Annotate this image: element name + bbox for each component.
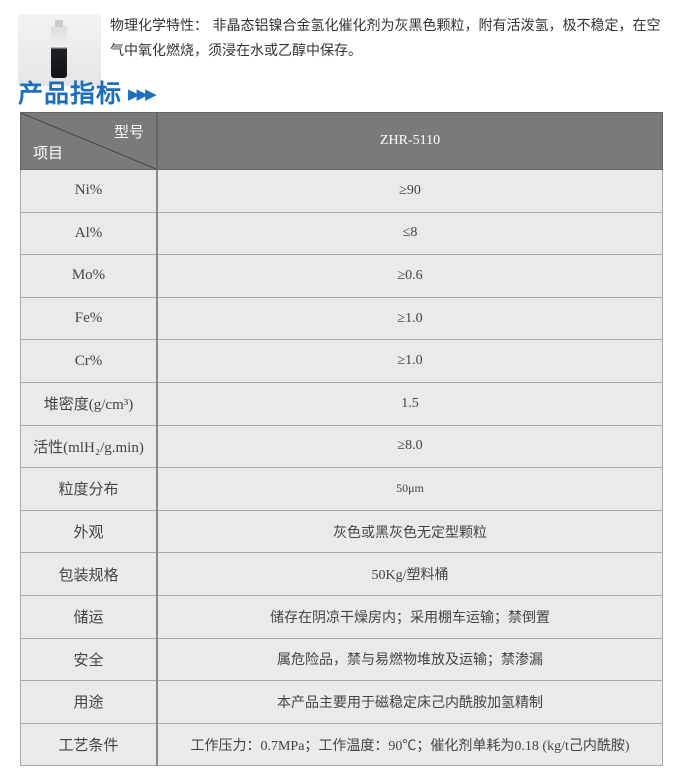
item-cell: 包装规格 <box>20 552 158 596</box>
item-cell: 外观 <box>20 509 158 554</box>
item-cell: Al% <box>20 211 158 256</box>
table-row: Cr% ≥1.0 <box>20 339 663 383</box>
item-cell: Fe% <box>20 296 158 341</box>
item-cell: 储运 <box>20 594 158 639</box>
item-cell: 粒度分布 <box>20 467 158 511</box>
value-cell: ≥8.0 <box>156 424 663 469</box>
value-cell: 50Kg/塑料桶 <box>156 552 663 596</box>
bottle-image <box>51 20 67 78</box>
value-cell: 本产品主要用于磁稳定床己内酰胺加氢精制 <box>156 680 663 724</box>
product-photo <box>18 14 101 86</box>
table-row: 粒度分布 50μm <box>20 467 663 511</box>
value-cell: 储存在阴凉干燥房内；采用棚车运输；禁倒置 <box>156 594 663 639</box>
table-row: 储运 储存在阴凉干燥房内；采用棚车运输；禁倒置 <box>20 594 663 639</box>
table-row: 用途 本产品主要用于磁稳定床己内酰胺加氢精制 <box>20 680 663 724</box>
table-row: 包装规格 50Kg/塑料桶 <box>20 552 663 596</box>
spec-table: 型号项目 ZHR-5110 Ni% ≥90 Al% ≤8 Mo% ≥0.6 Fe% ≥1.0 C… <box>20 112 663 767</box>
table-row: 外观 灰色或黑灰色无定型颗粒 <box>20 509 663 554</box>
corner-item-label: 项目 <box>33 146 64 162</box>
corner-cell: 型号项目 <box>20 112 158 170</box>
table-row: 活性(mlH₂/g.min) ≥8.0 <box>20 424 663 469</box>
item-cell: 用途 <box>20 680 158 724</box>
corner-model-label: 型号 <box>113 125 144 141</box>
intro-text: 物理化学特性： 非晶态铝镍合金氢化催化剂为灰黑色颗粒，附有活泼氢，极不稳定，在空… <box>110 18 661 59</box>
item-cell: 堆密度(g/cm³) <box>20 381 158 426</box>
item-cell: Ni% <box>20 169 158 213</box>
table-row: 堆密度(g/cm³) 1.5 <box>20 381 663 426</box>
table-header: 型号项目 ZHR-5110 <box>20 112 663 170</box>
table-row: Ni% ≥90 <box>20 169 663 213</box>
value-cell: ≥0.6 <box>156 254 663 298</box>
item-cell: 活性(mlH₂/g.min) <box>20 424 158 469</box>
item-cell: Cr% <box>20 339 158 383</box>
item-cell: 安全 <box>20 637 158 682</box>
value-cell: 属危险品，禁与易燃物堆放及运输；禁渗漏 <box>156 637 663 682</box>
value-cell: 1.5 <box>156 381 663 426</box>
item-cell: 工艺条件 <box>20 722 158 767</box>
table-row: Al% ≤8 <box>20 211 663 256</box>
table-row: Mo% ≥0.6 <box>20 254 663 298</box>
value-cell: 灰色或黑灰色无定型颗粒 <box>156 509 663 554</box>
table-row: 安全 属危险品，禁与易燃物堆放及运输；禁渗漏 <box>20 637 663 682</box>
value-cell: ≥1.0 <box>156 339 663 383</box>
value-cell: 工作压力：0.7MPa；工作温度：90℃；催化剂单耗为0.18 (kg/t己内酰… <box>156 722 663 767</box>
item-cell: Mo% <box>20 254 158 298</box>
section-title-text: 产品指标 <box>18 79 123 108</box>
arrows-icon: ▶▶▶ <box>128 85 157 103</box>
value-cell: 50μm <box>156 467 663 511</box>
value-cell: ≥1.0 <box>156 296 663 341</box>
table-row: Fe% ≥1.0 <box>20 296 663 341</box>
value-cell: ≤8 <box>156 211 663 256</box>
table-row: 工艺条件 工作压力：0.7MPa；工作温度：90℃；催化剂单耗为0.18 (kg/… <box>20 722 663 767</box>
value-cell: ≥90 <box>156 169 663 213</box>
section-title: 产品指标 ▶▶▶ <box>18 74 157 110</box>
model-header: ZHR-5110 <box>156 112 663 170</box>
